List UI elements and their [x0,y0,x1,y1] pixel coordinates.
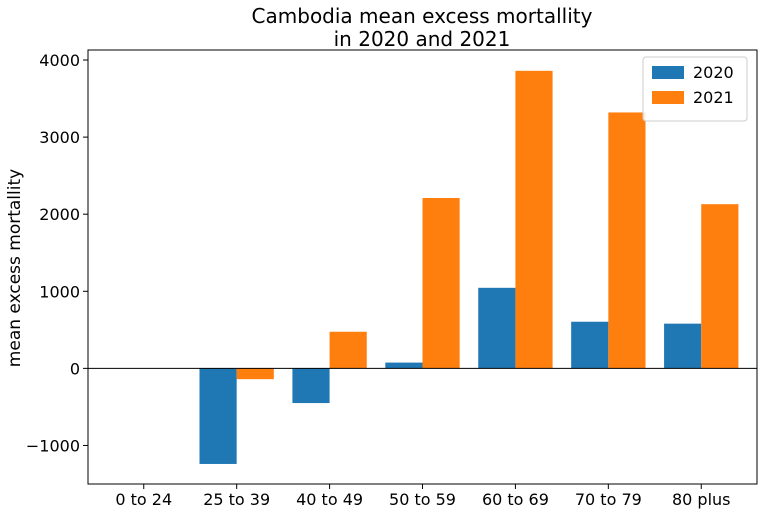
plot-area: 0 to 24 25 to 39 40 to 49 50 to 59 60 to 69 7… [26,49,758,509]
y-tick-label: 1000 [39,282,80,301]
legend-swatch-2021 [652,91,684,104]
y-tick-label: 4000 [39,51,80,70]
legend-label-2020: 2020 [693,63,734,82]
bar-2020-80-plus [664,323,702,369]
y-tick-label: 2000 [39,205,80,224]
bar-2020-25-to-39 [199,368,237,464]
x-tick-label: 0 to 24 [115,490,172,509]
chart-title-line-2: in 2020 and 2021 [334,27,511,51]
x-tick-label: 60 to 69 [482,490,549,509]
x-tick-label: 25 to 39 [203,490,270,509]
x-tick-label: 70 to 79 [575,490,642,509]
y-tick-label: −1000 [26,436,80,455]
bar-2021-80-plus [701,204,739,369]
chart-title-line-1: Cambodia mean excess mortallity [252,4,593,28]
y-tick-label: 0 [70,359,80,378]
y-axis-label: mean excess mortallity [5,169,25,367]
legend-label-2021: 2021 [693,88,734,107]
bar-2020-70-to-79 [571,321,609,369]
bar-2020-40-to-49 [292,368,330,404]
y-tick-label: 3000 [39,128,80,147]
x-tick-label: 50 to 59 [389,490,456,509]
bar-2021-70-to-79 [608,112,646,369]
bar-2021-60-to-69 [515,70,553,369]
bar-2021-50-to-59 [422,198,460,369]
bar-2021-40-to-49 [329,331,367,369]
x-tick-label: 80 plus [672,490,731,509]
legend-swatch-2020 [652,66,684,79]
bar-2020-60-to-69 [478,287,516,369]
bar-2021-25-to-39 [236,368,274,380]
bar-2020-50-to-59 [385,362,423,369]
x-tick-label: 40 to 49 [296,490,363,509]
